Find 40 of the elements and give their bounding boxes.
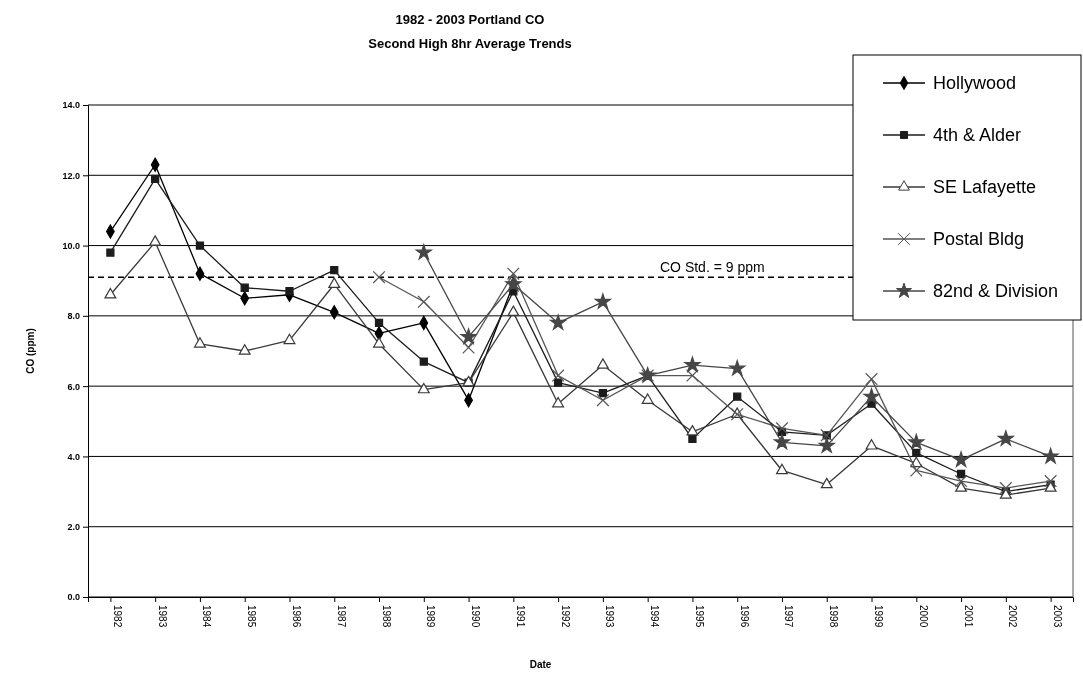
x-tick-label: 1983 <box>156 605 168 628</box>
chart-subtitle: Second High 8hr Average Trends <box>368 36 572 51</box>
x-tick-label: 1999 <box>873 605 885 628</box>
x-tick-label: 2003 <box>1052 605 1064 628</box>
x-tick-label: 1989 <box>425 605 437 628</box>
x-tick-label: 1990 <box>470 605 482 628</box>
x-tick-label: 1997 <box>783 605 795 628</box>
x-tick-label: 1982 <box>111 605 123 628</box>
y-axis-title: CO (ppm) <box>25 328 36 374</box>
x-tick-label: 1985 <box>246 605 258 628</box>
x-tick-label: 1986 <box>290 605 302 628</box>
chart-title: 1982 - 2003 Portland CO <box>395 12 545 27</box>
y-tick-label: 0.0 <box>67 592 80 603</box>
x-tick-label: 1992 <box>559 605 571 628</box>
y-tick-label: 4.0 <box>67 451 80 462</box>
x-tick-label: 1996 <box>738 605 750 628</box>
x-tick-label: 2000 <box>917 605 929 628</box>
x-tick-label: 2001 <box>962 605 974 628</box>
y-tick-label: 6.0 <box>67 381 80 392</box>
legend-label: 82nd & Division <box>933 281 1059 301</box>
x-tick-label: 1988 <box>380 605 392 628</box>
x-tick-label: 1994 <box>649 605 661 628</box>
x-tick-label: 1995 <box>693 605 705 628</box>
x-tick-label: 1987 <box>335 605 347 628</box>
x-axis-title: Date <box>529 659 552 670</box>
legend-label: SE Lafayette <box>933 177 1037 197</box>
ref-line-label: CO Std. = 9 ppm <box>660 259 765 276</box>
x-tick-label: 1998 <box>828 605 840 628</box>
x-tick-label: 1984 <box>201 605 213 628</box>
x-tick-label: 1993 <box>604 605 616 628</box>
legend-label: Hollywood <box>933 73 1017 93</box>
legend-label: Postal Bldg <box>933 229 1025 249</box>
y-tick-label: 2.0 <box>67 522 80 533</box>
y-tick-label: 14.0 <box>62 100 80 111</box>
legend-label: 4th & Alder <box>933 125 1022 145</box>
x-tick-label: 2002 <box>1007 605 1019 628</box>
y-tick-label: 8.0 <box>67 311 80 322</box>
y-tick-label: 10.0 <box>62 240 80 251</box>
x-tick-label: 1991 <box>514 605 526 628</box>
y-tick-label: 12.0 <box>62 170 80 181</box>
